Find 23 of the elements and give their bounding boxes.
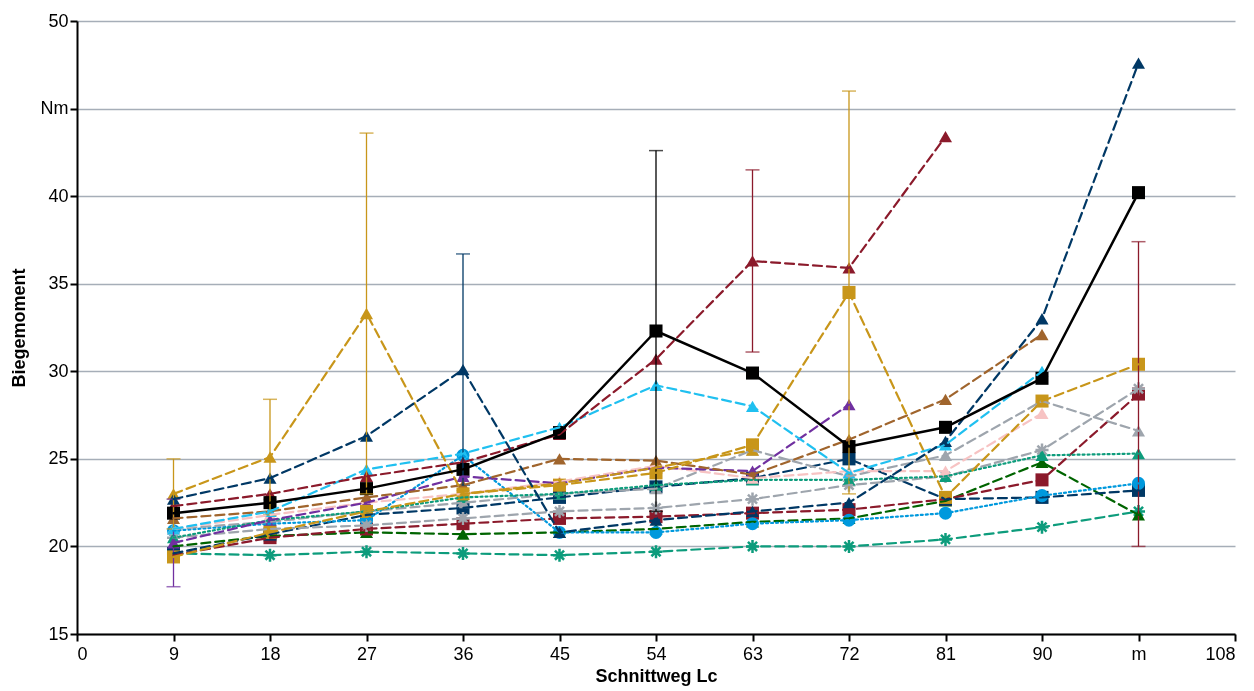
y-tick-label: 20	[48, 535, 69, 556]
x-tick-label: 108	[1205, 643, 1236, 664]
x-tick-label: 72	[839, 643, 860, 664]
y-tick-label: Nm	[40, 98, 69, 119]
x-tick-label: 18	[260, 643, 281, 664]
x-tick-label: 90	[1032, 643, 1053, 664]
x-tick-label: 54	[646, 643, 667, 664]
y-axis-title: Biegemoment	[8, 268, 29, 388]
x-tick-label: 36	[453, 643, 474, 664]
x-tick-label: 27	[356, 643, 378, 664]
y-tick-label: 30	[48, 360, 69, 381]
x-tick-label: 63	[742, 643, 764, 664]
x-tick-label: 0	[77, 643, 88, 664]
x-tick-label: 45	[549, 643, 571, 664]
x-tick-label: 9	[168, 643, 180, 664]
y-tick-label: 15	[48, 623, 69, 644]
y-tick-label: 35	[48, 273, 69, 294]
x-tick-label: 81	[935, 643, 957, 664]
y-tick-label: 25	[48, 448, 69, 469]
x-axis-title: Schnittweg Lc	[595, 665, 718, 686]
x-tick-label: m	[1131, 643, 1147, 664]
y-tick-label: 40	[48, 185, 69, 206]
y-tick-label: 50	[48, 10, 69, 31]
